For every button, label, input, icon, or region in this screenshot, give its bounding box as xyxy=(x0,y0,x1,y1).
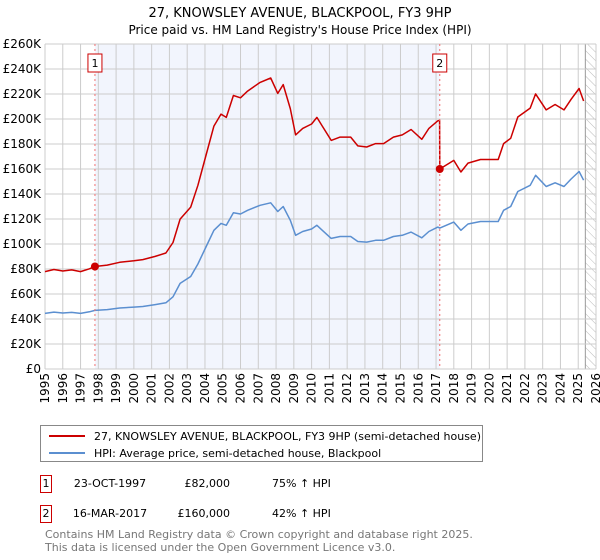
x-tick-label: 2003 xyxy=(180,373,194,404)
y-tick-label: £240K xyxy=(3,62,43,76)
y-tick-label: £20K xyxy=(10,337,42,351)
transaction-price: £160,000 xyxy=(177,507,231,520)
transaction-date: 16-MAR-2017 xyxy=(72,507,148,520)
hpi-line xyxy=(44,170,585,315)
transaction-number: 2 xyxy=(40,505,52,523)
x-tick-label: 2015 xyxy=(393,373,407,404)
x-tick-label: 1999 xyxy=(109,373,123,404)
y-tick-label: £160K xyxy=(3,162,43,176)
y-tick-label: £0 xyxy=(26,362,41,376)
x-tick-label: 2018 xyxy=(447,373,461,404)
forecast-hatch xyxy=(585,44,596,369)
y-tick-label: £100K xyxy=(3,237,43,251)
ownership-period-shade xyxy=(94,44,440,369)
x-tick-label: 2006 xyxy=(234,373,248,404)
x-tick-label: 2009 xyxy=(287,373,301,404)
y-tick-label: £60K xyxy=(10,287,42,301)
x-tick-label: 1996 xyxy=(56,373,70,404)
x-tick-label: 1997 xyxy=(74,373,88,404)
legend-swatch-blue xyxy=(49,452,85,454)
y-tick-label: £180K xyxy=(3,137,43,151)
x-tick-label: 2005 xyxy=(216,373,230,404)
x-tick-label: 2021 xyxy=(500,373,514,404)
x-tick-label: 2017 xyxy=(429,373,443,404)
transaction-number: 1 xyxy=(40,475,52,493)
x-tick-label: 1998 xyxy=(91,373,105,404)
y-tick-label: £140K xyxy=(3,187,43,201)
sale-marker-label: 2 xyxy=(436,57,443,70)
transaction-date: 23-OCT-1997 xyxy=(73,477,147,490)
y-tick-label: £40K xyxy=(10,312,42,326)
transaction-row: 2 16-MAR-2017 £160,000 42% ↑ HPI xyxy=(40,505,440,525)
y-tick-label: £80K xyxy=(10,262,42,276)
x-tick-label: 1995 xyxy=(38,373,52,404)
y-tick-label: £260K xyxy=(3,37,43,51)
chart-subtitle: Price paid vs. HM Land Registry's House … xyxy=(128,23,471,37)
footer-copyright: Contains HM Land Registry data © Crown c… xyxy=(45,528,473,541)
x-tick-label: 2012 xyxy=(340,373,354,404)
y-tick-label: £120K xyxy=(3,212,43,226)
property-price-line xyxy=(44,77,585,273)
x-tick-label: 2024 xyxy=(553,373,567,404)
sale-point xyxy=(435,165,444,173)
x-tick-label: 2008 xyxy=(269,373,283,404)
chart: 27, KNOWSLEY AVENUE, BLACKPOOL, FY3 9HP … xyxy=(3,6,600,404)
footer-licence: This data is licensed under the Open Gov… xyxy=(45,541,396,554)
legend: 27, KNOWSLEY AVENUE, BLACKPOOL, FY3 9HP … xyxy=(40,425,483,462)
transaction-row: 1 23-OCT-1997 £82,000 75% ↑ HPI xyxy=(40,475,440,495)
legend-swatch-red xyxy=(49,435,85,437)
chart-title: 27, KNOWSLEY AVENUE, BLACKPOOL, FY3 9HP xyxy=(148,6,451,21)
y-tick-label: £200K xyxy=(3,112,43,126)
x-tick-label: 2022 xyxy=(518,373,532,404)
sale-marker-box xyxy=(432,53,448,73)
y-tick-label: £220K xyxy=(3,87,43,101)
legend-label-hpi: HPI: Average price, semi-detached house,… xyxy=(94,446,382,460)
x-tick-label: 2020 xyxy=(482,373,496,404)
x-tick-label: 2000 xyxy=(127,373,141,404)
x-tick-label: 2013 xyxy=(358,373,372,404)
legend-label-property: 27, KNOWSLEY AVENUE, BLACKPOOL, FY3 9HP … xyxy=(94,429,481,443)
sale-point xyxy=(90,262,99,271)
sale-marker-label: 1 xyxy=(91,57,98,70)
transaction-hpi: 75% ↑ HPI xyxy=(272,477,331,490)
x-tick-label: 2002 xyxy=(162,373,176,404)
x-tick-label: 2007 xyxy=(251,373,265,404)
x-tick-label: 2023 xyxy=(536,373,550,404)
x-tick-label: 2001 xyxy=(145,373,159,404)
footer: Contains HM Land Registry data © Crown c… xyxy=(45,528,473,554)
x-tick-label: 2010 xyxy=(305,373,319,404)
x-tick-label: 2016 xyxy=(411,373,425,404)
legend-item-property: 27, KNOWSLEY AVENUE, BLACKPOOL, FY3 9HP … xyxy=(49,429,481,443)
x-tick-label: 2004 xyxy=(198,373,212,404)
x-tick-label: 2025 xyxy=(571,373,585,404)
x-tick-label: 2026 xyxy=(589,373,600,404)
sale-marker-box xyxy=(87,53,103,73)
x-tick-label: 2014 xyxy=(376,373,390,404)
x-tick-label: 2019 xyxy=(465,373,479,404)
legend-item-hpi: HPI: Average price, semi-detached house,… xyxy=(49,446,381,460)
x-tick-label: 2011 xyxy=(322,373,336,404)
transaction-hpi: 42% ↑ HPI xyxy=(272,507,331,520)
transaction-price: £82,000 xyxy=(184,477,231,490)
